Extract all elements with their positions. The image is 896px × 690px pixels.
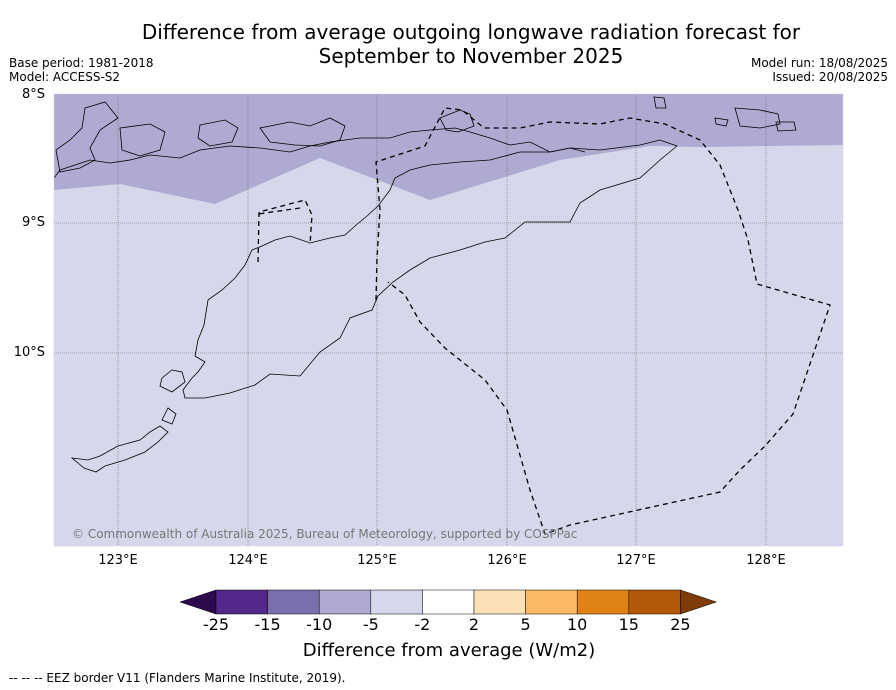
colorbar-extend-low [179, 589, 217, 615]
colorbar-tick-label: -2 [414, 615, 431, 634]
colorbar-title: Difference from average (W/m2) [302, 640, 596, 661]
eez-footer-note: -- -- -- EEZ border V11 (Flanders Marine… [9, 671, 346, 685]
small-island-3 [775, 121, 797, 132]
small-island-4 [714, 117, 729, 127]
lon-label-125e: 125°E [357, 553, 397, 568]
colorbar-swatch [318, 589, 372, 615]
north-islands-coastline [54, 127, 586, 179]
colorbar-swatch [422, 589, 475, 615]
colorbar-tick-label: 5 [520, 615, 531, 634]
small-island-1 [653, 96, 667, 109]
timor-coastline [182, 139, 678, 399]
lat-label-10s: 10°S [13, 345, 45, 360]
colorbar-tick-label: 2 [468, 615, 480, 634]
lembata-coastline [119, 123, 166, 157]
copyright-notice: © Commonwealth of Australia 2025, Bureau… [72, 527, 577, 541]
colorbar-tick-label: 25 [670, 615, 691, 634]
colorbar-swatch [215, 589, 268, 615]
rote-coastline [159, 369, 186, 393]
title-line-1: Difference from average outgoing longwav… [141, 20, 801, 44]
model-name: Model: ACCESS-S2 [9, 70, 121, 84]
lat-label-8s: 8°S [21, 87, 45, 102]
colorbar-tick-label: 15 [618, 615, 639, 634]
colorbar-swatch [267, 589, 320, 615]
colorbar-extend-high [680, 589, 718, 615]
semau-coastline [161, 407, 177, 425]
pantar-coastline [197, 119, 239, 147]
lon-label-124e: 124°E [228, 553, 268, 568]
base-period: Base period: 1981-2018 [9, 56, 154, 70]
colorbar-swatch [370, 589, 423, 615]
colorbar-tick-label: -10 [306, 615, 333, 634]
alor-coastline [259, 117, 346, 147]
colorbar-tick-label: -25 [202, 615, 230, 634]
title-line-2: September to November 2025 [318, 44, 624, 68]
eez-border [257, 107, 831, 535]
issued-date: Issued: 20/08/2025 [772, 70, 888, 84]
map-frame [53, 93, 844, 547]
north-anomaly-band [54, 94, 843, 204]
coastlines [54, 96, 797, 473]
colorbar-swatch [473, 589, 526, 615]
small-island-2 [734, 107, 781, 129]
sumba-coastline [70, 425, 169, 473]
lon-label-128e: 128°E [746, 553, 786, 568]
model-run: Model run: 18/08/2025 [750, 56, 888, 70]
lon-label-123e: 123°E [98, 553, 138, 568]
lon-label-126e: 126°E [487, 553, 527, 568]
lon-label-127e: 127°E [616, 553, 656, 568]
colorbar-tick-label: -15 [254, 615, 281, 634]
colorbar-tick-label: -5 [362, 615, 379, 634]
colorbar-swatch [576, 589, 630, 615]
chart-title: Difference from average outgoing longwav… [110, 20, 832, 68]
map-gridlines [54, 94, 843, 546]
colorbar-swatch [525, 589, 578, 615]
flores-coastline [55, 101, 119, 173]
colorbar [179, 589, 718, 615]
colorbar-swatch [628, 589, 681, 615]
colorbar-tick-label: 10 [567, 615, 588, 634]
run-info: Model run: 18/08/2025 Issued: 20/08/2025 [751, 56, 888, 84]
lat-label-9s: 9°S [21, 215, 45, 230]
model-info: Base period: 1981-2018 Model: ACCESS-S2 [9, 56, 154, 84]
